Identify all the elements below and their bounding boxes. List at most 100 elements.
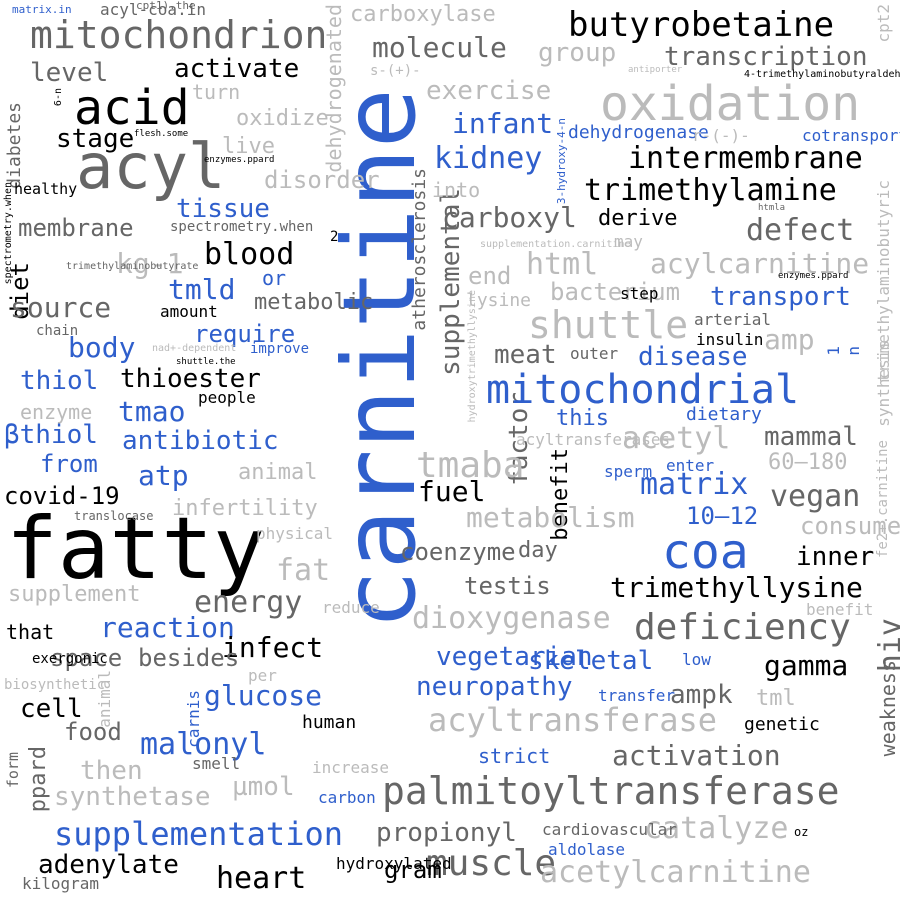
word-inner: ampk — [670, 680, 733, 710]
word-level: level — [30, 58, 109, 88]
word-acyl: acyl — [76, 130, 226, 203]
word-food: food — [64, 718, 122, 746]
word-html: html — [526, 247, 599, 282]
word-sperm: consume — [800, 512, 900, 540]
word-male: dehydrogenase — [568, 122, 709, 143]
word-day: gamma — [764, 649, 849, 682]
word-coa: coa — [662, 524, 749, 580]
word-membrane: membrane — [18, 214, 134, 242]
word-body: body — [68, 331, 136, 364]
word-coenzyme: testis — [464, 572, 551, 600]
word-synthesize: fe2+.carnitine — [875, 440, 891, 559]
word-atp: atp — [138, 459, 189, 492]
word-disease: disease — [638, 342, 748, 372]
word-cact: disorder — [264, 166, 380, 194]
word-reduce: benefit — [806, 600, 874, 619]
word-trimethylamine: trimethylamine — [584, 173, 837, 208]
word-energy: energy — [194, 585, 303, 620]
word-physical: reduce — [322, 598, 380, 617]
word-occur: kilogram — [22, 874, 100, 893]
word-improve: physical — [256, 524, 334, 543]
word-matrix-in: 3-hydroxy-4-n — [555, 118, 568, 205]
word-disorder: live — [222, 134, 275, 159]
word-reaction: reaction — [100, 611, 235, 644]
word-muscle: muscle — [426, 843, 557, 884]
word-live: stage — [56, 124, 135, 154]
word-kg-1: kg-1 — [116, 247, 184, 280]
word-group: group — [538, 38, 617, 68]
word-mitochondrial: mitochondrial — [486, 367, 800, 413]
word-ampk: space — [50, 644, 123, 672]
word-bacterium: arterial — [694, 310, 772, 329]
word-step: outer — [570, 344, 619, 363]
word-benefit: 1 — [824, 346, 843, 356]
word-acyltransferase: acyltransferase — [428, 701, 717, 739]
word-kidney: kidney — [434, 141, 543, 176]
word-require: require — [194, 320, 296, 348]
word-cardiovascular: aldolase — [548, 840, 626, 859]
word-tmaba: tmaba — [416, 445, 525, 486]
word-hydroxylated: people — [198, 388, 256, 407]
word-60-180: coenzyme — [400, 538, 516, 566]
word-10-12: inner — [796, 542, 875, 572]
word-fe2-carnitine: matrix.in — [12, 3, 72, 16]
word-may: end — [468, 262, 512, 290]
word-cell: cell — [20, 694, 83, 724]
word-infect: that — [6, 620, 55, 644]
word-vegetarian: genetic — [744, 714, 820, 735]
word-bthiol: source — [10, 291, 112, 324]
word-metabolic: metabolic — [254, 290, 374, 315]
word-cpt2: 6-n — [53, 88, 64, 107]
word-translocase: htmla — [758, 203, 786, 213]
word-activate: activate — [174, 54, 300, 84]
word-s-plus: supplementation.carnitine — [480, 239, 631, 250]
word-tmao: tmao — [118, 395, 186, 428]
word-fuel: fuel — [418, 475, 486, 508]
word-fat: fat — [276, 553, 331, 588]
word-infertility: infertility — [172, 496, 318, 521]
word-low: human — [302, 712, 357, 733]
word-acylcarnitine: acylcarnitine — [650, 247, 870, 280]
word-umol: µmol — [232, 772, 295, 802]
word-gamma: infect — [222, 631, 324, 664]
word-butyrobetaine: butyrobetaine — [568, 5, 835, 45]
word-outer: sperm — [604, 462, 653, 481]
word-gram: hydroxylated — [336, 854, 452, 873]
word-amount: 2 — [330, 229, 339, 245]
word-synthetase: synthetase — [54, 782, 211, 812]
word-neonatal: cotransporter — [802, 126, 900, 145]
word-factor: n — [844, 346, 863, 356]
word-synthesis: acyltransferases — [516, 430, 671, 449]
word-exercise: exercise — [426, 76, 552, 106]
word-dioxygenase: dioxygenase — [412, 601, 611, 636]
word-oz: gram — [384, 856, 442, 884]
word-metabolism: metabolism — [466, 501, 635, 534]
word-dietary: 60–180 — [768, 450, 848, 475]
word-transcription: transcription — [664, 42, 868, 72]
word-6-n: 4-trimethylaminobutyraldehyde — [744, 69, 900, 80]
word-deficiency: deficiency — [634, 607, 851, 648]
word-cpt1-the: antiporter — [628, 65, 683, 75]
word-mammal: mammal — [764, 422, 858, 452]
word-per: ppard — [26, 746, 51, 813]
word-defect: defect — [746, 213, 855, 248]
word-this: enter — [666, 456, 715, 475]
word-then: then — [80, 756, 143, 786]
word-thioester: thioester — [120, 364, 261, 394]
word-acetylcarnitine: acetylcarnitine — [540, 855, 811, 890]
word-in: cpt2 — [874, 4, 893, 43]
word-shuttle: shuttle — [528, 303, 689, 347]
word-transfer: strict — [478, 744, 551, 768]
word-amp: amp — [764, 323, 815, 356]
word-source: oxidize — [236, 106, 329, 131]
word-space: vegetarian — [436, 642, 593, 672]
word-enzyme: improve — [250, 341, 310, 357]
word-vegan: vegan — [770, 479, 861, 514]
word-acyl-coa-in-2: enzymes.ppard — [778, 271, 849, 281]
word-lb: acyl-coa.in — [100, 0, 206, 19]
word-adipose: derive — [598, 206, 678, 231]
word-molecule: molecule — [372, 31, 507, 64]
word-palmitoyltransferase: palmitoyltransferase — [382, 769, 840, 813]
word-acid: acid — [74, 80, 190, 136]
